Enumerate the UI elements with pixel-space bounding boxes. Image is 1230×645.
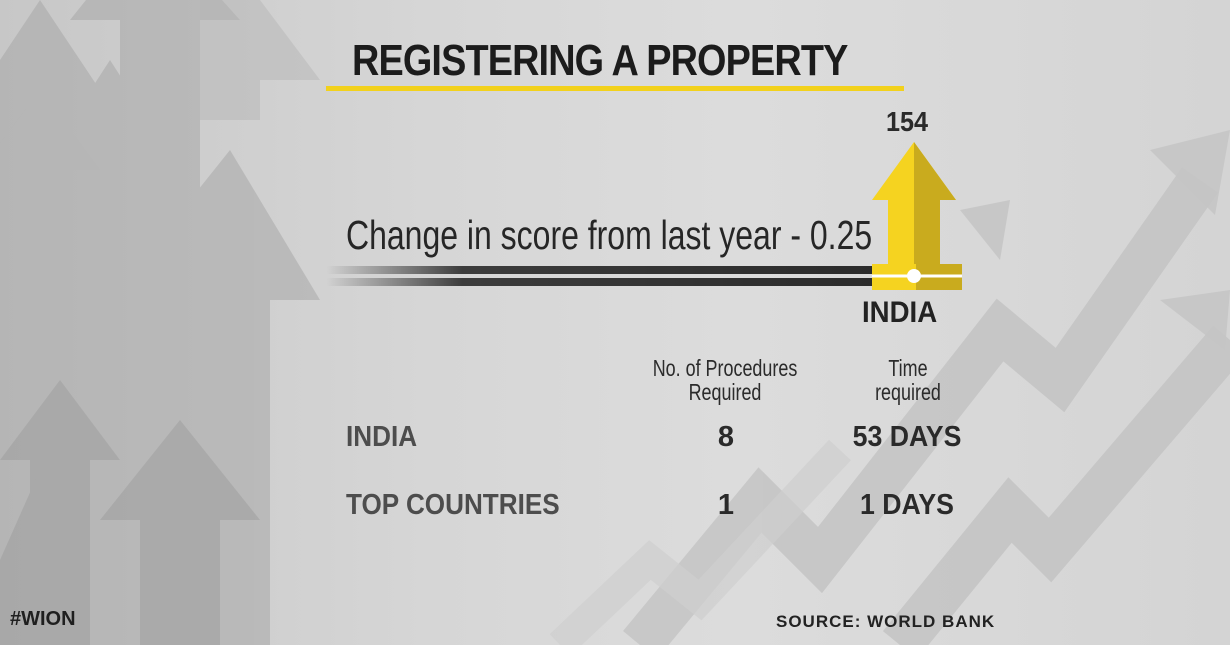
up-arrow-icon (872, 142, 956, 290)
column-header-time-text: Time required (875, 355, 941, 405)
rank-value: 154 (885, 106, 929, 137)
row-label-top-countries: TOP COUNTRIES (346, 489, 560, 521)
brand-hashtag: #WION (10, 608, 76, 630)
source-credit: SOURCE: WORLD BANK (776, 612, 996, 631)
column-header-time: Time required (830, 356, 986, 404)
india-procedures-value: 8 (717, 421, 735, 453)
column-header-procedures: No. of Procedures Required (643, 356, 807, 404)
page-title: REGISTERING A PROPERTY (352, 36, 848, 85)
score-change-text: Change in score from last year - 0.25 (346, 212, 873, 258)
top-countries-procedures-value: 1 (717, 489, 735, 521)
row-label-india: INDIA (346, 421, 418, 453)
title-underline (326, 86, 904, 91)
score-bar (326, 264, 962, 290)
score-marker (907, 269, 921, 283)
column-header-procedures-text: No. of Procedures Required (652, 355, 798, 405)
india-time-value: 53 DAYS (852, 421, 962, 453)
country-label: INDIA (862, 296, 938, 329)
top-countries-time-value: 1 DAYS (860, 489, 954, 521)
